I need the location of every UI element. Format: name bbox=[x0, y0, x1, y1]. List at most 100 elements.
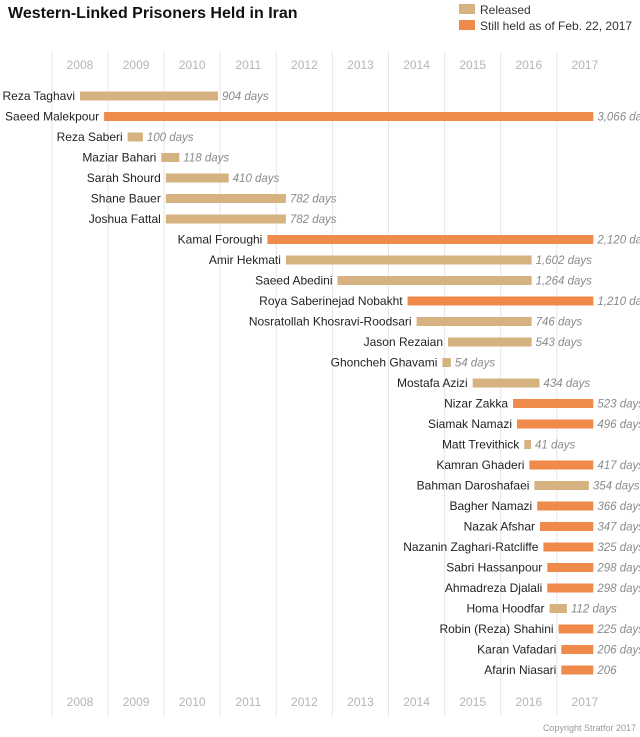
detention-bar bbox=[529, 460, 594, 470]
prisoner-name: Nizar Zakka bbox=[444, 397, 508, 411]
days-label: 782 days bbox=[290, 194, 337, 206]
detention-bar bbox=[104, 112, 594, 121]
prisoner-name: Roya Saberinejad Nobakht bbox=[259, 294, 403, 308]
prisoner-row: Sabri Hassanpour 298 days bbox=[446, 561, 640, 575]
days-label: 112 days bbox=[571, 604, 617, 616]
detention-bar bbox=[165, 173, 229, 183]
prisoner-name: Jason Rezaian bbox=[364, 335, 443, 349]
year-tick-top-2014: 2014 bbox=[403, 58, 430, 72]
year-tick-bottom-2014: 2014 bbox=[403, 695, 430, 709]
prisoner-row: Shane Bauer 782 days bbox=[91, 192, 337, 206]
year-tick-top-2010: 2010 bbox=[179, 58, 206, 72]
detention-bar bbox=[558, 624, 594, 634]
detention-bar bbox=[442, 358, 451, 367]
prisoner-row: Siamak Namazi 496 days bbox=[428, 417, 640, 431]
prisoner-name: Sabri Hassanpour bbox=[446, 561, 542, 575]
days-label: 1,210 days bbox=[597, 296, 640, 308]
year-axis-bottom: 2008 2009 2010 2011 2012 2013 2014 2015 2016 2017 bbox=[67, 695, 599, 709]
prisoner-name: Mostafa Azizi bbox=[397, 376, 468, 390]
detention-bar bbox=[547, 583, 594, 593]
detention-bar bbox=[407, 296, 594, 306]
detention-bar bbox=[267, 235, 594, 244]
prisoner-name: Amir Hekmati bbox=[209, 253, 281, 267]
year-tick-bottom-2013: 2013 bbox=[347, 695, 374, 709]
prisoner-row: Bahman Daroshafaei 354 days bbox=[417, 479, 640, 493]
year-tick-bottom-2010: 2010 bbox=[179, 695, 206, 709]
prisoner-row: Nazanin Zaghari-Ratcliffe 325 days bbox=[403, 540, 640, 554]
days-label: 325 days bbox=[597, 542, 640, 554]
prisoner-row: Homa Hoodfar 112 days bbox=[467, 602, 618, 616]
prisoner-row: Nosratollah Khosravi-Roodsari 746 days bbox=[249, 315, 583, 329]
prisoner-name: Nazak Afshar bbox=[464, 520, 535, 534]
year-tick-top-2008: 2008 bbox=[67, 58, 94, 72]
days-label: 298 days bbox=[596, 563, 640, 575]
days-label: 3,066 days bbox=[597, 112, 640, 124]
year-tick-top-2009: 2009 bbox=[123, 58, 150, 72]
days-label: 434 days bbox=[543, 378, 590, 390]
detention-bar bbox=[549, 604, 567, 613]
prisoner-row: Robin (Reza) Shahini 225 days bbox=[439, 622, 640, 636]
prisoner-row: Saeed Abedini 1,264 days bbox=[255, 274, 592, 288]
prisoner-name: Nazanin Zaghari-Ratcliffe bbox=[403, 540, 539, 554]
year-tick-bottom-2009: 2009 bbox=[123, 695, 150, 709]
prisoner-row: Amir Hekmati 1,602 days bbox=[209, 253, 592, 267]
year-tick-bottom-2017: 2017 bbox=[572, 695, 599, 709]
days-label: 118 days bbox=[183, 153, 229, 165]
prisoner-name: Bahman Daroshafaei bbox=[417, 479, 530, 493]
days-label: 366 days bbox=[597, 501, 640, 513]
prisoner-row: Matt Trevithick 41 days bbox=[442, 438, 576, 452]
detention-bar bbox=[285, 255, 532, 265]
prisoner-name: Ahmadreza Djalali bbox=[445, 581, 542, 595]
year-tick-top-2011: 2011 bbox=[235, 58, 261, 72]
prisoner-row: Saeed Malekpour 3,066 days bbox=[5, 110, 640, 124]
days-label: 1,602 days bbox=[536, 255, 593, 267]
prisoner-name: Kamran Ghaderi bbox=[436, 458, 524, 472]
days-label: 225 days bbox=[596, 624, 640, 636]
detention-bar bbox=[517, 419, 594, 429]
prisoner-name: Nosratollah Khosravi-Roodsari bbox=[249, 315, 412, 329]
detention-bar bbox=[165, 214, 286, 224]
days-label: 496 days bbox=[597, 419, 640, 431]
prisoner-name: Reza Taghavi bbox=[3, 89, 76, 103]
prisoner-row: Ahmadreza Djalali 298 days bbox=[445, 581, 640, 595]
detention-bar bbox=[561, 645, 594, 654]
prisoner-row: Nazak Afshar 347 days bbox=[464, 520, 640, 534]
prisoner-row: Kamal Foroughi 2,120 days bbox=[178, 233, 640, 247]
prisoner-row: Reza Saberi 100 days bbox=[57, 130, 194, 144]
detention-bar bbox=[540, 522, 594, 531]
detention-bar bbox=[80, 91, 219, 101]
days-label: 410 days bbox=[233, 173, 280, 185]
vertical-grid bbox=[51, 52, 558, 716]
prisoner-row: Mostafa Azizi 434 days bbox=[397, 376, 590, 390]
days-label: 782 days bbox=[290, 214, 337, 226]
year-tick-top-2012: 2012 bbox=[291, 58, 318, 72]
detention-bar bbox=[127, 132, 143, 142]
detention-bar bbox=[513, 399, 594, 408]
prisoner-row: Sarah Shourd 410 days bbox=[87, 171, 280, 185]
prisoner-row: Bagher Namazi 366 days bbox=[449, 499, 640, 513]
detention-bar bbox=[524, 440, 532, 449]
days-label: 904 days bbox=[222, 91, 269, 103]
detention-bar bbox=[537, 501, 594, 511]
legend-swatch-released bbox=[459, 4, 475, 14]
prisoner-row: Reza Taghavi 904 days bbox=[3, 89, 269, 103]
prisoner-name: Saeed Abedini bbox=[255, 274, 332, 288]
prisoner-row: Nizar Zakka 523 days bbox=[444, 397, 640, 411]
prisoner-name: Robin (Reza) Shahini bbox=[439, 622, 553, 636]
prisoner-row: Joshua Fattal 782 days bbox=[89, 212, 337, 226]
prisoner-row: Karan Vafadari 206 days bbox=[477, 643, 640, 657]
prisoner-name: Maziar Bahari bbox=[82, 151, 156, 165]
prisoner-name: Bagher Namazi bbox=[449, 499, 532, 513]
legend-label-still-held: Still held as of Feb. 22, 2017 bbox=[480, 19, 632, 33]
prisoner-name: Matt Trevithick bbox=[442, 438, 520, 452]
prisoner-row: Ghoncheh Ghavami 54 days bbox=[331, 356, 496, 370]
detention-bar bbox=[534, 481, 589, 490]
detention-bar bbox=[547, 563, 594, 572]
year-tick-bottom-2008: 2008 bbox=[67, 695, 94, 709]
prisoner-rows: Reza Taghavi 904 days Saeed Malekpour 3,066… bbox=[3, 89, 640, 677]
prisoner-row: Jason Rezaian 543 days bbox=[364, 335, 583, 349]
year-tick-top-2013: 2013 bbox=[347, 58, 374, 72]
detention-bar bbox=[472, 378, 540, 388]
detention-bar bbox=[543, 542, 594, 552]
days-label: 206 days bbox=[596, 645, 640, 657]
